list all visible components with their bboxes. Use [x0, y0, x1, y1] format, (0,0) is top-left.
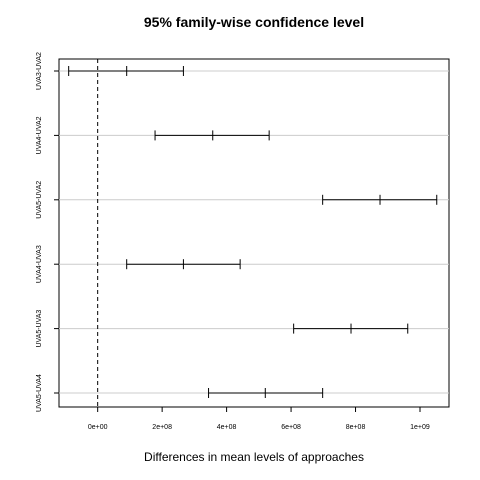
interval-uva3-uva2: [69, 66, 184, 76]
x-tick-label: 8e+08: [346, 424, 366, 431]
x-axis: 0e+00 2e+08 4e+08 6e+08 8e+08 1e+09: [88, 407, 430, 431]
x-tick-label: 4e+08: [217, 424, 237, 431]
chart-title: 95% family-wise confidence level: [144, 14, 364, 30]
y-axis: UVA3-UVA2 UVA4-UVA2 UVA5-UVA2 UVA4-UVA3 UVA5…: [36, 52, 59, 412]
intervals: [69, 66, 437, 398]
y-tick-label: UVA5-UVA2: [36, 181, 43, 219]
x-tick-label: 0e+00: [88, 424, 108, 431]
y-tick-label: UVA3-UVA2: [36, 52, 43, 90]
y-tick-label: UVA4-UVA2: [36, 116, 43, 154]
interval-uva5-uva3: [294, 324, 408, 334]
grid-lines: [59, 71, 449, 393]
y-tick-label: UVA4-UVA3: [36, 245, 43, 283]
x-tick-label: 6e+08: [281, 424, 301, 431]
x-tick-label: 2e+08: [152, 424, 172, 431]
plot-frame: [59, 59, 449, 407]
x-tick-label: 1e+09: [410, 424, 430, 431]
x-axis-title: Differences in mean levels of approaches: [144, 450, 364, 464]
interval-uva4-uva3: [127, 259, 240, 269]
interval-uva4-uva2: [155, 130, 269, 140]
y-tick-label: UVA5-UVA4: [36, 374, 43, 412]
interval-uva5-uva2: [323, 195, 437, 205]
interval-uva5-uva4: [209, 388, 323, 398]
y-tick-label: UVA5-UVA3: [36, 310, 43, 348]
